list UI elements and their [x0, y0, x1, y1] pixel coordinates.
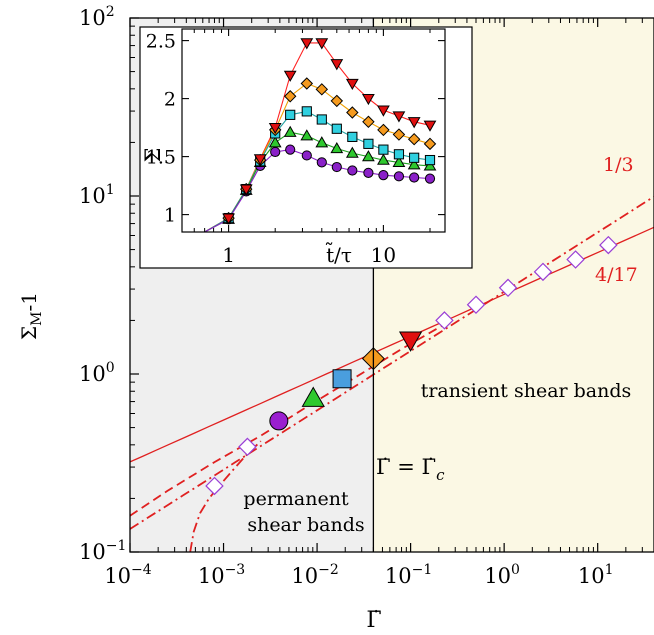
- x-tick-label: 10−2: [291, 562, 338, 588]
- inset-x-tick-label: 10: [371, 243, 396, 267]
- inset-marker-square: [286, 110, 295, 119]
- critical-rate-subscript: c: [436, 466, 445, 484]
- inset-marker-square: [302, 107, 311, 116]
- critical-rate-text: Γ̇ = Γ̇: [376, 455, 436, 479]
- x-tick-exponent: −2: [318, 562, 339, 578]
- x-tick-exponent: 0: [511, 562, 520, 578]
- permanent-region-label-2: shear bands: [247, 514, 364, 536]
- main-y-label-suffix: -1: [17, 292, 41, 311]
- y-tick-label: 100: [79, 360, 115, 386]
- main-y-axis-label: ΣM-1: [17, 292, 45, 340]
- inset-marker-square: [379, 145, 388, 154]
- inset-marker-circle: [394, 172, 403, 181]
- x-tick-exponent: −4: [131, 562, 152, 578]
- inset-y-tick-label: 1: [164, 205, 176, 227]
- x-tick-label: 10−1: [385, 562, 432, 588]
- inset-y-tick-label: 2: [164, 89, 176, 111]
- x-tick-label: 10−4: [104, 562, 151, 588]
- marker-circle: [270, 412, 288, 430]
- inset-marker-square: [364, 139, 373, 148]
- inset-marker-circle: [286, 145, 295, 154]
- y-tick-exponent: 1: [106, 182, 115, 198]
- inset-y-axis-label: Σ: [141, 148, 165, 163]
- x-tick-exponent: 1: [605, 562, 614, 578]
- y-tick-label: 10−1: [79, 538, 126, 564]
- inset-marker-circle: [364, 168, 373, 177]
- main-x-axis-label: Γ̇: [366, 608, 381, 633]
- transient-region-label: transient shear bands: [421, 380, 632, 402]
- x-tick-exponent: −1: [412, 562, 433, 578]
- inset-marker-circle: [317, 158, 326, 167]
- x-tick-label: 10−3: [198, 562, 245, 588]
- inset-marker-circle: [379, 171, 388, 180]
- inset-marker-circle: [302, 151, 311, 160]
- inset-marker-circle: [410, 173, 419, 182]
- y-tick-label: 102: [79, 4, 115, 30]
- inset-marker-circle: [271, 147, 280, 156]
- x-tick-label: 100: [484, 562, 520, 588]
- inset-marker-square: [317, 115, 326, 124]
- inset-marker-circle: [425, 174, 434, 183]
- slope-label-1-3: 1/3: [603, 154, 634, 176]
- inset-marker-square: [332, 124, 341, 133]
- inset-x-tick-label: 1: [222, 243, 235, 267]
- y-tick-exponent: 2: [106, 4, 115, 20]
- marker-square: [333, 370, 351, 388]
- inset-marker-square: [410, 153, 419, 162]
- inset-marker-square: [348, 132, 357, 141]
- y-tick-exponent: −1: [106, 538, 127, 554]
- inset-marker-circle: [348, 166, 357, 175]
- inset-y-tick-label: 2.5: [146, 31, 176, 53]
- x-tick-exponent: −3: [225, 562, 246, 578]
- inset-marker-circle: [332, 162, 341, 171]
- y-tick-label: 101: [79, 182, 115, 208]
- main-y-label-subscript: M: [29, 312, 45, 326]
- inset-marker-square: [425, 155, 434, 164]
- y-tick-exponent: 0: [106, 360, 115, 376]
- inset-x-axis-label: t̃/τ: [325, 241, 352, 267]
- slope-label-4-17: 4/17: [595, 264, 638, 286]
- inset-marker-square: [394, 150, 403, 159]
- x-tick-label: 101: [578, 562, 614, 588]
- inset-chart: 1 10 1 1.5 2 2.5 t̃/τ Σ: [140, 27, 472, 268]
- permanent-region-label-1: permanent: [243, 488, 349, 510]
- main-y-label-base: Σ: [17, 326, 41, 340]
